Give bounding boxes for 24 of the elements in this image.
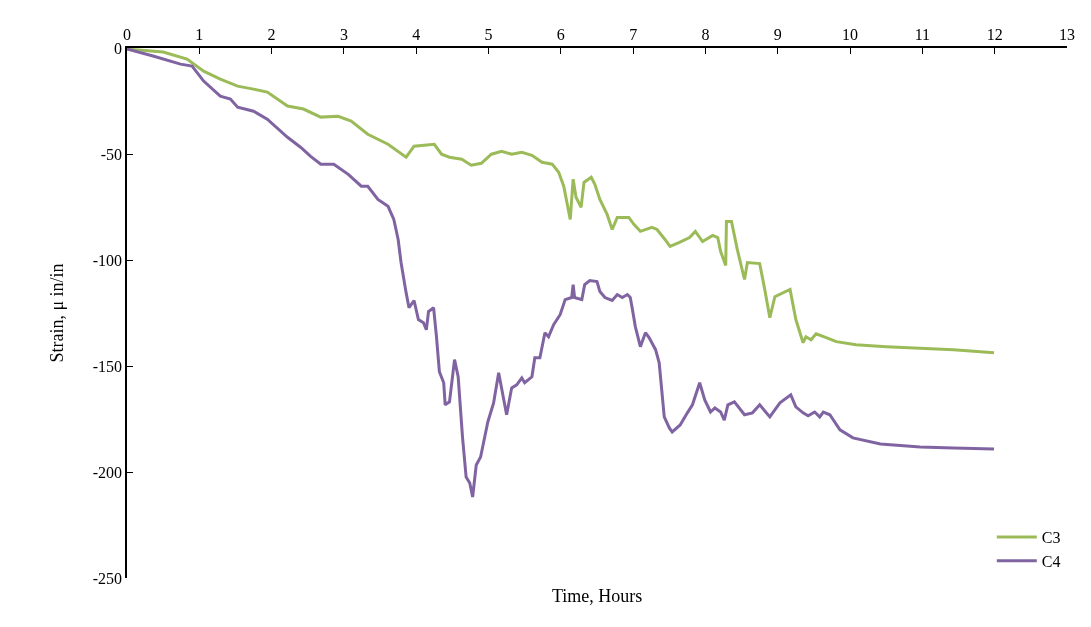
x-tick-label: 5 (484, 25, 493, 43)
x-tick-label: 7 (629, 25, 638, 43)
x-tick-label: 3 (339, 25, 348, 43)
x-tick-label: 12 (986, 25, 1003, 43)
legend-label: C4 (1041, 552, 1061, 570)
x-tick-label: 6 (556, 25, 565, 43)
y-tick-label: -100 (92, 251, 123, 269)
y-tick-label: -50 (100, 145, 123, 163)
y-tick-label: 0 (114, 39, 123, 57)
legend-label: C3 (1041, 529, 1061, 547)
x-tick-label: 8 (701, 25, 710, 43)
y-tick-label: -200 (92, 463, 123, 481)
y-tick-label: -150 (92, 357, 123, 375)
x-tick-label: 13 (1059, 25, 1075, 43)
y-axis-title: Strain, μ in/in (47, 263, 68, 363)
x-tick-label: 11 (914, 25, 931, 43)
x-tick-label: 9 (773, 25, 782, 43)
x-tick-label: 10 (842, 25, 859, 43)
y-tick-label: -250 (92, 569, 123, 587)
x-tick-label: 1 (195, 25, 204, 43)
x-tick-label: 4 (412, 25, 421, 43)
x-axis-title: Time, Hours (552, 586, 643, 606)
x-tick-label: 2 (267, 25, 276, 43)
line-series (127, 48, 996, 499)
